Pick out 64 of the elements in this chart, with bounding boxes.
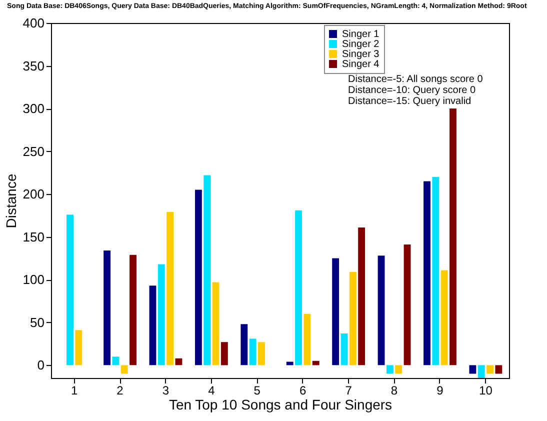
legend-label: Singer 4 xyxy=(342,59,380,70)
x-tick-label: 10 xyxy=(479,384,493,398)
bar xyxy=(495,365,502,374)
bar xyxy=(249,338,256,366)
bar xyxy=(240,324,248,366)
y-tick-label: 250 xyxy=(22,144,44,159)
x-axis-title: Ten Top 10 Songs and Four Singers xyxy=(168,396,392,412)
bar xyxy=(386,365,394,374)
bar xyxy=(158,264,165,366)
x-tick-label: 5 xyxy=(254,384,261,398)
x-tick-label: 2 xyxy=(116,384,124,398)
bar xyxy=(340,334,348,366)
bar xyxy=(478,365,485,378)
bar xyxy=(258,342,265,366)
bar xyxy=(149,286,156,366)
bar xyxy=(450,108,456,366)
bar xyxy=(312,360,320,366)
bar xyxy=(424,181,430,366)
x-tick-label: 3 xyxy=(162,384,170,398)
bar xyxy=(220,342,228,366)
bar xyxy=(130,254,136,366)
bar xyxy=(212,282,220,366)
x-tick-label: 6 xyxy=(300,384,307,398)
bar xyxy=(304,314,311,366)
bar xyxy=(349,272,356,366)
legend-label: Singer 1 xyxy=(342,29,380,40)
legend-label: Singer 3 xyxy=(342,49,380,60)
annotation: Distance=-15: Query invalid xyxy=(348,96,472,107)
bar xyxy=(395,365,402,374)
x-tick-label: 1 xyxy=(70,384,78,398)
y-tick-label: 350 xyxy=(22,58,44,74)
bar xyxy=(404,244,411,366)
x-tick-label: 7 xyxy=(345,384,352,398)
y-tick-label: 50 xyxy=(30,314,44,330)
y-tick-label: 200 xyxy=(22,186,44,202)
y-tick-label: 0 xyxy=(37,358,44,373)
bar xyxy=(295,210,302,366)
bar xyxy=(166,212,174,366)
x-tick-label: 8 xyxy=(390,384,398,398)
x-tick-label: 9 xyxy=(436,384,444,398)
bar xyxy=(112,356,120,366)
bar xyxy=(194,190,202,366)
bar xyxy=(432,176,440,366)
bar xyxy=(286,362,294,366)
bar xyxy=(486,365,494,374)
bar xyxy=(440,270,448,366)
legend-label: Singer 2 xyxy=(342,39,380,50)
y-tick-label: 300 xyxy=(22,101,44,116)
bar xyxy=(104,250,110,366)
annotation: Distance=-5: All songs score 0 xyxy=(348,74,484,85)
y-tick-label: 400 xyxy=(22,16,44,30)
bar xyxy=(75,330,82,366)
bar xyxy=(120,365,128,374)
bar xyxy=(204,175,211,366)
x-tick-label: 4 xyxy=(208,384,216,398)
bar xyxy=(332,258,340,366)
bar xyxy=(378,256,385,366)
y-axis-title: Distance xyxy=(2,174,19,228)
y-tick-label: 100 xyxy=(22,272,44,288)
y-tick-label: 150 xyxy=(22,229,44,244)
annotation: Distance=-10: Query score 0 xyxy=(348,85,476,96)
bar xyxy=(469,365,476,374)
bar xyxy=(66,214,74,366)
bar xyxy=(358,227,366,366)
